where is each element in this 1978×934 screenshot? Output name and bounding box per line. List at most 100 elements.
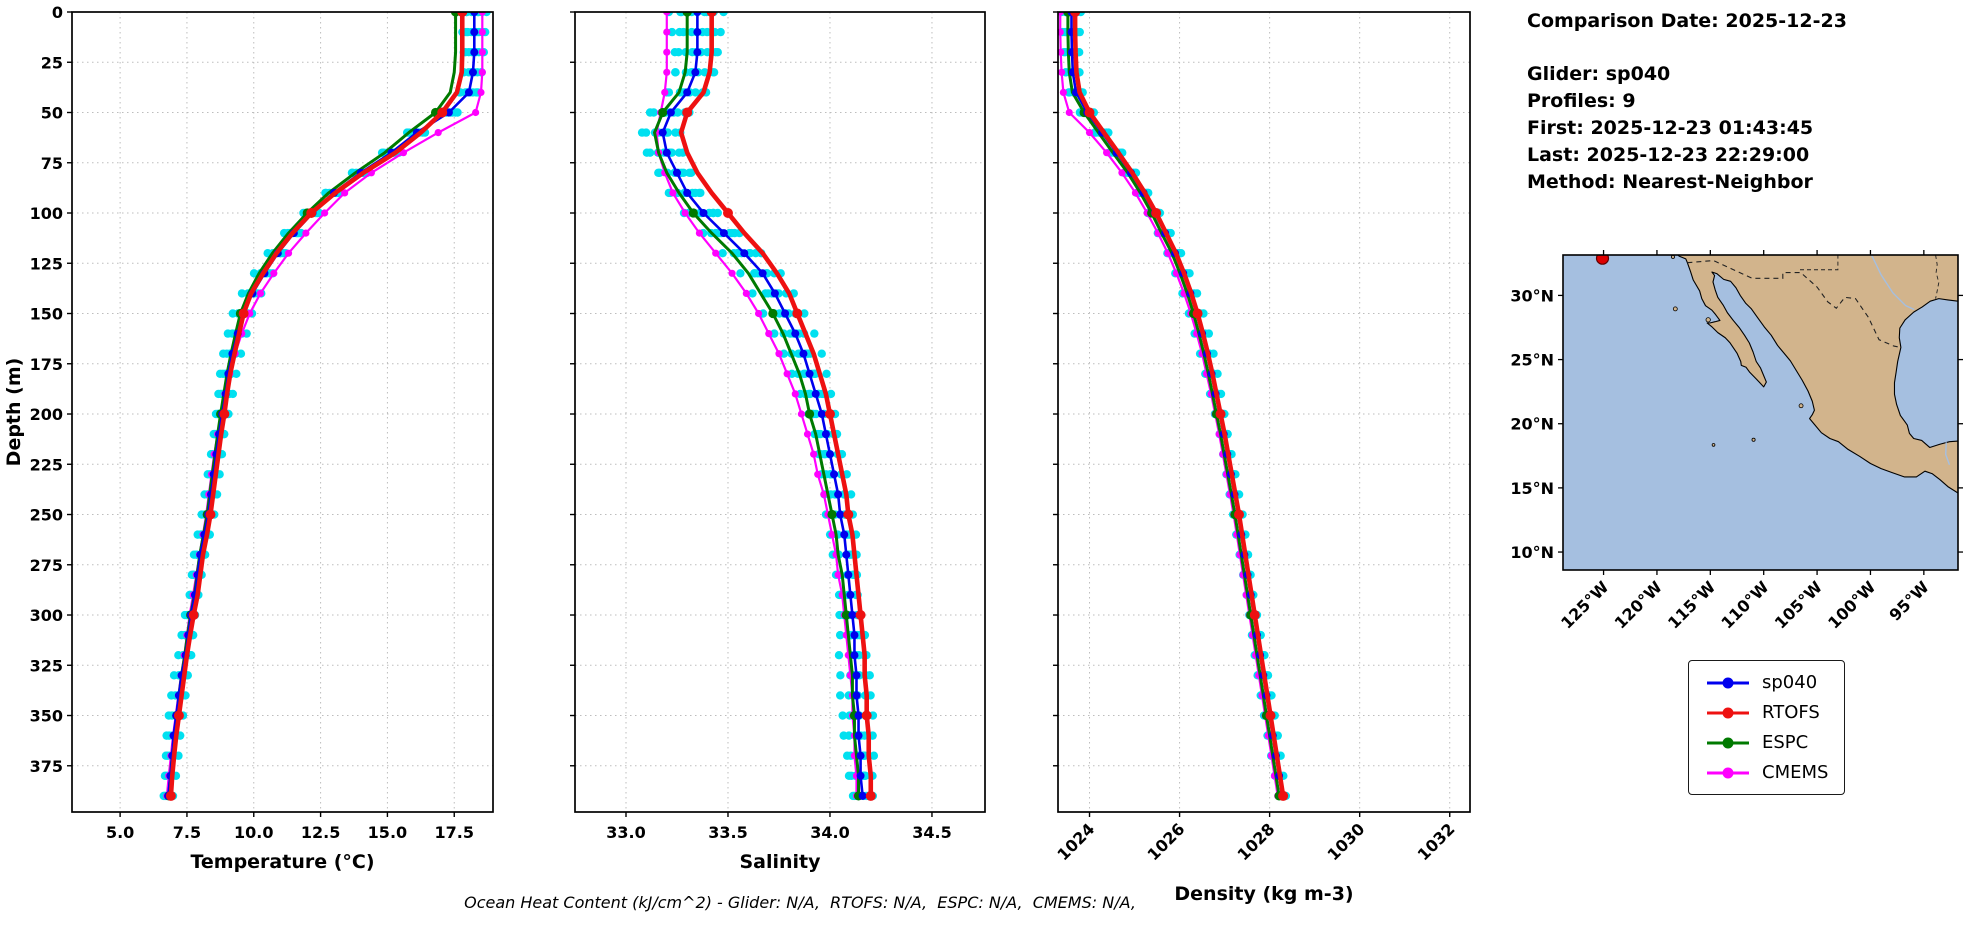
- temperature-depth-chart: 5.0 7.5 10.0 12.5 15.0 17.5 0 25 50 75 100 125 150 17…: [3, 3, 494, 873]
- svg-text:175: 175: [30, 355, 63, 374]
- glider-scatter: [159, 12, 491, 801]
- legend-marker-cmems: [1707, 767, 1749, 778]
- map-land: [1677, 255, 1958, 494]
- axis-ticks: 5.0 7.5 10.0 12.5 15.0 17.5 0 25 50 75 100 125 150 17…: [30, 3, 474, 842]
- map-island: [1711, 443, 1716, 447]
- rtofs-profile-line: [165, 12, 468, 801]
- svg-text:10.0: 10.0: [234, 823, 273, 842]
- svg-text:1024: 1024: [1053, 819, 1098, 864]
- plot-area: [1058, 12, 1291, 801]
- comparison-info-panel: Comparison Date: 2025-12-23 Glider: sp04…: [1527, 8, 1847, 196]
- axes-frame: [574, 11, 986, 813]
- sp040-profile-line: [658, 12, 867, 800]
- y-axis-title: Depth (m): [3, 358, 25, 467]
- svg-text:20°N: 20°N: [1510, 415, 1554, 434]
- svg-text:250: 250: [30, 506, 63, 525]
- ocean-heat-content-note: Ocean Heat Content (kJ/cm^2) - Glider: N…: [464, 893, 1136, 912]
- svg-text:34.5: 34.5: [912, 823, 951, 842]
- svg-text:375: 375: [30, 757, 63, 776]
- svg-text:15°N: 15°N: [1510, 479, 1554, 498]
- svg-text:110°W: 110°W: [1717, 577, 1772, 632]
- method-text: Method: Nearest-Neighbor: [1527, 171, 1813, 193]
- svg-text:95°W: 95°W: [1885, 577, 1933, 625]
- legend-marker-rtofs: [1707, 707, 1749, 718]
- map-island: [1705, 317, 1711, 323]
- svg-text:1026: 1026: [1143, 819, 1188, 864]
- svg-text:350: 350: [30, 707, 63, 726]
- x-axis-title: Density (kg m-3): [1174, 883, 1353, 905]
- svg-text:12.5: 12.5: [301, 823, 340, 842]
- series-legend: sp040 RTOFS ESPC CMEMS: [1688, 660, 1846, 795]
- legend-item-cmems: CMEMS: [1705, 762, 1828, 783]
- espc-profile-line: [164, 12, 461, 801]
- legend-marker-sp040: [1707, 677, 1749, 688]
- svg-text:0: 0: [52, 3, 63, 22]
- glider-position-marker: [1595, 255, 1610, 265]
- svg-text:1028: 1028: [1234, 819, 1279, 864]
- rtofs-profile-line: [678, 12, 876, 801]
- axes-frame: [1057, 11, 1471, 813]
- glider-location-map: 30°N 25°N 20°N 15°N 10°N125°W120°W115°W110°W…: [1510, 250, 1963, 633]
- svg-text:75: 75: [41, 154, 63, 173]
- map-frame: [1562, 254, 1959, 571]
- svg-text:300: 300: [30, 606, 63, 625]
- cmems-profile-line: [1058, 12, 1282, 800]
- first-profile-time-text: First: 2025-12-23 01:43:45: [1527, 117, 1814, 139]
- us-mexico-border: [1687, 259, 1901, 348]
- svg-text:1032: 1032: [1414, 819, 1459, 864]
- legend-item-rtofs: RTOFS: [1705, 702, 1828, 723]
- svg-text:50: 50: [41, 104, 63, 123]
- svg-text:7.5: 7.5: [173, 823, 201, 842]
- map-area: [1563, 255, 1958, 570]
- svg-text:34.0: 34.0: [810, 823, 849, 842]
- salinity-depth-chart: 33.0 33.5 34.0 34.5 Salinity: [570, 11, 986, 873]
- svg-text:15.0: 15.0: [368, 823, 407, 842]
- comparison-date-text: Comparison Date: 2025-12-23: [1527, 10, 1847, 32]
- legend-item-sp040: sp040: [1705, 672, 1828, 693]
- svg-text:17.5: 17.5: [434, 823, 473, 842]
- grid: [575, 11, 985, 812]
- legend-label-espc: ESPC: [1762, 732, 1809, 753]
- map-island: [1751, 437, 1756, 442]
- glider-id-text: Glider: sp040: [1527, 63, 1671, 85]
- espc-profile-line: [653, 12, 864, 801]
- svg-text:10°N: 10°N: [1510, 543, 1554, 562]
- axis-ticks: 33.0 33.5 34.0 34.5: [570, 11, 952, 842]
- legend-label-sp040: sp040: [1762, 672, 1818, 693]
- x-axis-title: Temperature (°C): [190, 851, 374, 873]
- svg-text:115°W: 115°W: [1664, 577, 1719, 632]
- map-island: [1670, 255, 1675, 259]
- grid: [72, 11, 493, 812]
- legend-label-cmems: CMEMS: [1762, 762, 1829, 783]
- svg-text:25°N: 25°N: [1510, 351, 1554, 370]
- svg-text:120°W: 120°W: [1611, 577, 1666, 632]
- svg-text:275: 275: [30, 556, 63, 575]
- svg-text:1030: 1030: [1324, 819, 1369, 864]
- axis-ticks: 1024 1026 1028 1030 1032: [1053, 11, 1459, 864]
- legend-marker-espc: [1707, 737, 1749, 748]
- svg-text:105°W: 105°W: [1771, 577, 1826, 632]
- glider-scatter: [637, 12, 879, 801]
- svg-text:125°W: 125°W: [1557, 577, 1612, 632]
- glider-scatter: [1058, 12, 1291, 801]
- svg-text:25: 25: [41, 53, 63, 72]
- legend-label-rtofs: RTOFS: [1762, 702, 1820, 723]
- svg-text:125: 125: [30, 254, 63, 273]
- density-depth-chart: 1024 1026 1028 1030 1032 Density (kg m-3): [1053, 11, 1471, 905]
- map-river: [1945, 442, 1951, 466]
- cmems-profile-line: [163, 12, 486, 800]
- svg-text:30°N: 30°N: [1510, 286, 1554, 305]
- plot-area: [637, 12, 879, 801]
- rtofs-profile-line: [1070, 12, 1289, 801]
- svg-text:33.5: 33.5: [708, 823, 747, 842]
- legend-item-espc: ESPC: [1705, 732, 1828, 753]
- sp040-profile-line: [164, 12, 479, 800]
- svg-text:100: 100: [30, 204, 63, 223]
- svg-text:100°W: 100°W: [1824, 577, 1879, 632]
- state-border: [1800, 255, 1839, 271]
- map-island: [1798, 403, 1804, 409]
- state-border: [1935, 255, 1940, 299]
- plot-area: [159, 12, 491, 801]
- svg-text:5.0: 5.0: [106, 823, 134, 842]
